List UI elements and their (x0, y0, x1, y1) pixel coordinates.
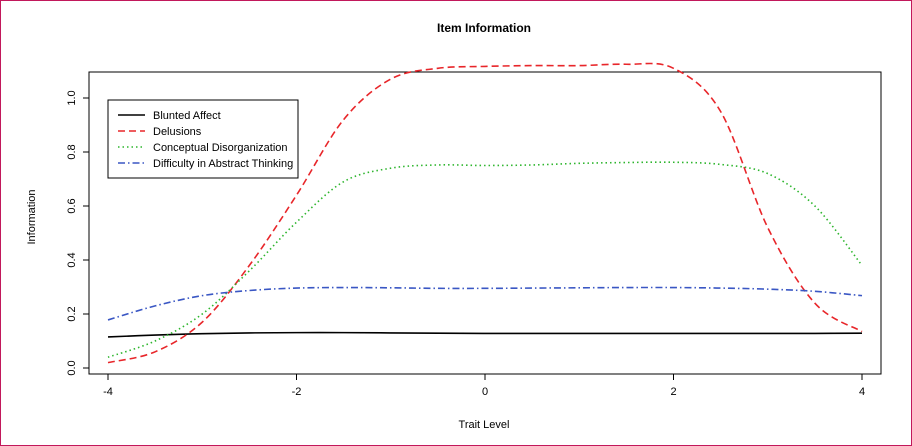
y-tick-label: 0.2 (66, 306, 78, 321)
x-axis-label: Trait Level (459, 419, 510, 431)
series-layer (107, 62, 863, 364)
x-tick-label: 4 (859, 386, 865, 398)
x-tick-label: 0 (482, 386, 488, 398)
y-tick-label: 0.4 (66, 252, 78, 267)
y-tick-label: 1.0 (66, 90, 78, 105)
series-line-delusions (107, 62, 863, 364)
legend-label-delusions: Delusions (153, 126, 202, 138)
legend-label-difficulty-in-abstract-thinking: Difficulty in Abstract Thinking (153, 158, 293, 170)
series-line-difficulty-in-abstract-thinking (107, 286, 863, 321)
x-tick-label: -2 (292, 386, 302, 398)
series-line-conceptual-disorganization (107, 161, 863, 358)
x-tick-label: 2 (670, 386, 676, 398)
y-tick-label: 0.0 (66, 360, 78, 375)
y-tick-label: 0.6 (66, 198, 78, 213)
y-tick-label: 0.8 (66, 144, 78, 159)
series-line-blunted-affect (107, 331, 863, 338)
chart-title: Item Information (437, 21, 531, 35)
legend: Blunted Affect Delusions Conceptual Disorg… (107, 99, 299, 179)
y-axis: 0.0 0.2 0.4 0.6 0.8 1.0 (66, 90, 90, 376)
y-axis-label: Information (26, 189, 38, 244)
x-axis: -4 -2 0 2 4 (103, 373, 865, 398)
legend-label-conceptual-disorganization: Conceptual Disorganization (153, 142, 288, 154)
legend-label-blunted-affect: Blunted Affect (153, 110, 221, 122)
legend-box (107, 99, 299, 179)
x-tick-label: -4 (103, 386, 113, 398)
